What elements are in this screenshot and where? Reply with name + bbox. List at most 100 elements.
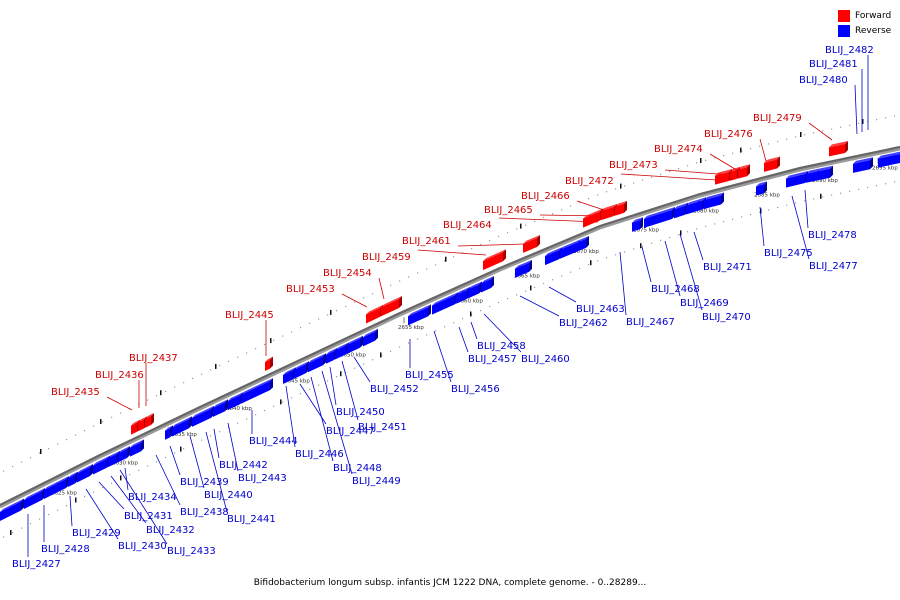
forward-gene-label[interactable]: BLIJ_2465 [484,205,533,216]
reverse-gene[interactable] [704,192,724,209]
reverse-gene-label[interactable]: BLIJ_2463 [576,304,625,315]
reverse-gene-label[interactable]: BLIJ_2457 [468,354,517,365]
reverse-gene-label[interactable]: BLIJ_2447 [326,426,375,437]
reverse-gene-label[interactable]: BLIJ_2438 [180,507,229,518]
forward-gene-label[interactable]: BLIJ_2445 [225,310,274,321]
reverse-gene-label[interactable]: BLIJ_2455 [405,370,454,381]
reverse-gene[interactable] [118,446,130,463]
guide-dot-lower [390,350,392,352]
forward-gene[interactable] [764,156,780,172]
reverse-gene-label[interactable]: BLIJ_2478 [808,230,857,241]
forward-gene[interactable] [583,208,603,228]
reverse-gene[interactable] [481,276,494,293]
forward-gene-label[interactable]: BLIJ_2474 [654,144,703,155]
reverse-gene-label[interactable]: BLIJ_2460 [521,354,570,365]
forward-gene-label[interactable]: BLIJ_2461 [402,236,451,247]
reverse-gene[interactable] [515,259,532,278]
reverse-gene[interactable] [44,476,69,499]
forward-gene-label[interactable]: BLIJ_2453 [286,284,335,295]
reverse-gene-label[interactable]: BLIJ_2469 [680,298,729,309]
reverse-gene-label[interactable]: BLIJ_2451 [358,422,407,433]
reverse-gene-label[interactable]: BLIJ_2439 [180,477,229,488]
reverse-gene[interactable] [130,439,144,457]
forward-gene[interactable] [715,168,732,185]
reverse-gene[interactable] [241,378,273,404]
reverse-gene-label[interactable]: BLIJ_2442 [219,460,268,471]
reverse-gene-label[interactable]: BLIJ_2430 [118,541,167,552]
reverse-gene[interactable] [632,217,643,232]
forward-gene[interactable] [381,295,402,317]
reverse-gene-label[interactable]: BLIJ_2467 [626,317,675,328]
forward-gene-label[interactable]: BLIJ_2437 [129,353,178,364]
forward-gene[interactable] [523,234,540,253]
reverse-gene-label[interactable]: BLIJ_2480 [799,75,848,86]
forward-gene[interactable] [483,249,506,271]
forward-gene[interactable] [366,304,383,324]
forward-gene-label[interactable]: BLIJ_2454 [323,268,372,279]
reverse-gene-label[interactable]: BLIJ_2443 [238,473,287,484]
reverse-gene-label[interactable]: BLIJ_2448 [333,463,382,474]
reverse-gene-label[interactable]: BLIJ_2434 [128,492,177,503]
reverse-gene-label[interactable]: BLIJ_2440 [204,490,253,501]
reverse-gene-label[interactable]: BLIJ_2475 [764,248,813,259]
reverse-gene-label[interactable]: BLIJ_2468 [651,284,700,295]
reverse-gene[interactable] [756,181,767,196]
reverse-gene-label[interactable]: BLIJ_2452 [370,384,419,395]
reverse-gene-label[interactable]: BLIJ_2482 [825,45,874,56]
reverse-gene-label[interactable]: BLIJ_2456 [451,384,500,395]
forward-gene-label[interactable]: BLIJ_2473 [609,160,658,171]
forward-gene[interactable] [615,200,627,216]
reverse-gene[interactable] [308,353,326,373]
reverse-gene-label[interactable]: BLIJ_2477 [809,261,858,272]
reverse-gene[interactable] [213,399,228,417]
reverse-gene-label[interactable]: BLIJ_2444 [249,436,298,447]
reverse-gene[interactable] [347,335,363,354]
forward-gene[interactable] [265,356,273,371]
reverse-gene-label[interactable]: BLIJ_2427 [12,559,61,570]
forward-gene[interactable] [738,164,750,179]
reverse-gene[interactable] [408,304,431,326]
reverse-gene[interactable] [878,151,900,168]
reverse-gene-label[interactable]: BLIJ_2458 [477,341,526,352]
guide-dot-upper [291,331,293,333]
guide-dot-upper [570,205,572,207]
reverse-gene-label[interactable]: BLIJ_2446 [295,449,344,460]
reverse-gene-label[interactable]: BLIJ_2432 [146,525,195,536]
forward-gene-label[interactable]: BLIJ_2476 [704,129,753,140]
reverse-gene[interactable] [468,281,482,299]
scale-tick-label: 2670 kbp [573,249,599,255]
scale-tick-label: 2625 kbp [51,491,77,497]
reverse-gene-label[interactable]: BLIJ_2429 [72,528,121,539]
reverse-gene-label[interactable]: BLIJ_2431 [124,511,173,522]
reverse-gene[interactable] [0,498,24,522]
reverse-gene[interactable] [77,464,93,483]
forward-gene-label[interactable]: BLIJ_2464 [443,220,492,231]
forward-gene[interactable] [145,413,154,428]
reverse-gene-label[interactable]: BLIJ_2449 [352,476,401,487]
forward-gene[interactable] [601,204,617,221]
reverse-gene[interactable] [363,328,378,347]
reverse-gene-label[interactable]: BLIJ_2450 [336,407,385,418]
forward-gene-label[interactable]: BLIJ_2472 [565,176,614,187]
reverse-gene-label[interactable]: BLIJ_2428 [41,544,90,555]
reverse-gene-label[interactable]: BLIJ_2462 [559,318,608,329]
forward-gene-label[interactable]: BLIJ_2435 [51,387,100,398]
reverse-gene-label[interactable]: BLIJ_2470 [702,312,751,323]
reverse-gene-label[interactable]: BLIJ_2481 [809,59,858,70]
guide-dot-upper [192,377,194,380]
forward-gene-label[interactable]: BLIJ_2479 [753,113,802,124]
reverse-gene-label[interactable]: BLIJ_2441 [227,514,276,525]
reverse-gene[interactable] [806,165,833,183]
forward-gene-label[interactable]: BLIJ_2459 [362,252,411,263]
forward-gene-label[interactable]: BLIJ_2436 [95,370,144,381]
reverse-gene-label[interactable]: BLIJ_2433 [167,546,216,557]
reverse-gene[interactable] [853,157,873,173]
forward-leader [378,277,385,300]
forward-gene[interactable] [829,141,848,157]
reverse-gene[interactable] [165,425,173,440]
reverse-gene-label[interactable]: BLIJ_2471 [703,262,752,273]
reverse-gene[interactable] [172,416,192,437]
reverse-gene[interactable] [560,235,589,259]
forward-gene-label[interactable]: BLIJ_2466 [521,191,570,202]
